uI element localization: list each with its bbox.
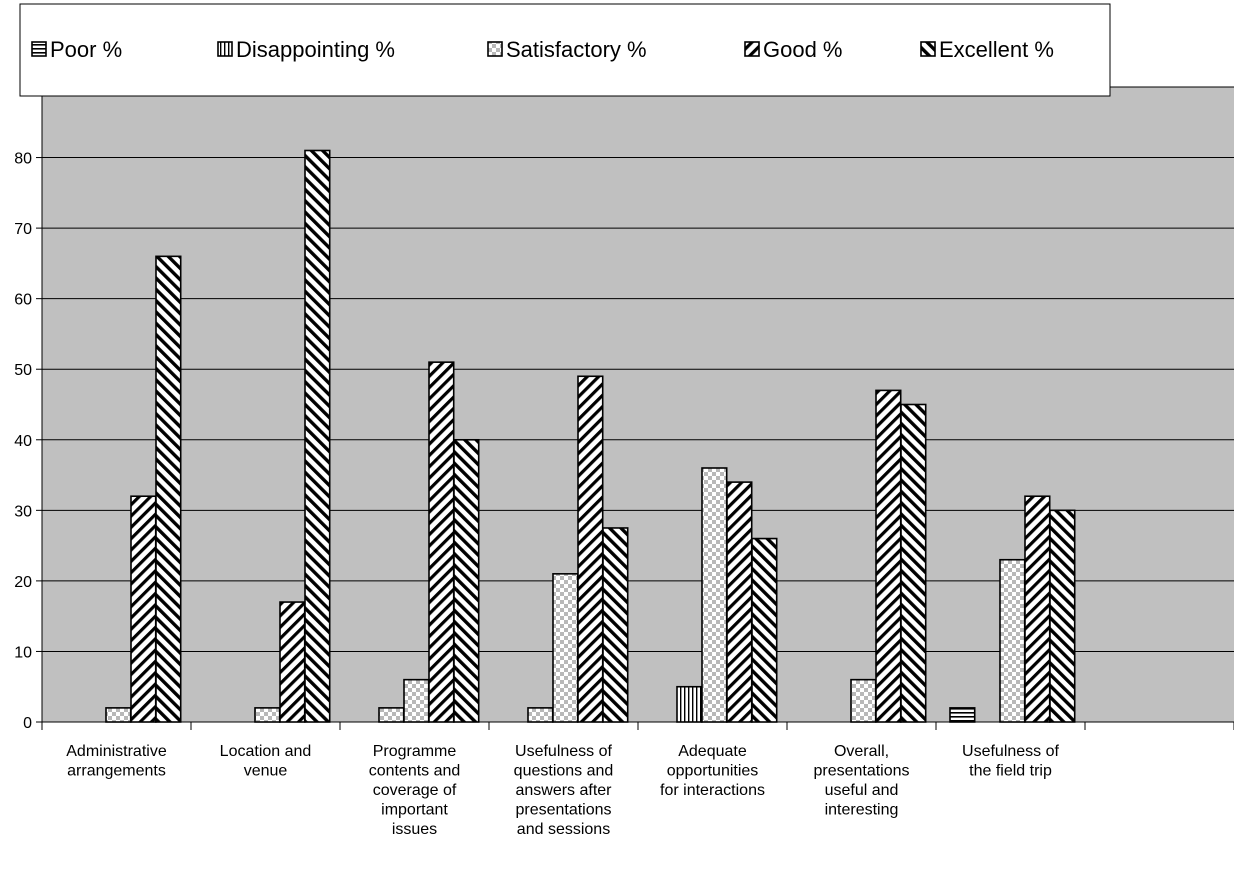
bar-satisfactory — [378, 707, 405, 723]
category-label: Administrative arrangements — [66, 743, 167, 780]
bar-satisfactory — [527, 707, 554, 723]
bar-satisfactory — [552, 573, 579, 723]
bar-good — [1024, 495, 1051, 723]
bar-good — [428, 361, 455, 723]
y-tick-label: 0 — [23, 715, 32, 732]
category-label: Usefulness of the field trip — [962, 743, 1059, 780]
bar-excellent — [304, 149, 331, 723]
legend-swatch — [217, 41, 233, 57]
axis-labels: 010203040506070809Administrativearrangem… — [14, 80, 1059, 838]
category-label: Location and venue — [220, 743, 312, 780]
legend-label: Poor % — [50, 37, 122, 62]
bar-excellent — [900, 403, 927, 723]
bar-satisfactory — [999, 558, 1026, 723]
bar-excellent — [453, 438, 480, 723]
bar-satisfactory — [403, 678, 430, 723]
bar-good — [726, 481, 753, 723]
y-tick-label: 10 — [14, 644, 32, 661]
legend-label: Disappointing % — [236, 37, 395, 62]
bar-excellent — [602, 527, 629, 723]
legend-swatch — [487, 41, 503, 57]
bar-satisfactory — [701, 467, 728, 723]
legend-swatch — [920, 41, 936, 57]
y-tick-label: 80 — [14, 151, 32, 168]
category-label: Overall, presentations useful and interesti… — [813, 743, 909, 819]
category-label: Programme contents and coverage of importan… — [369, 743, 461, 838]
y-tick-label: 20 — [14, 574, 32, 591]
legend-label: Excellent % — [939, 37, 1054, 62]
bar-excellent — [1049, 509, 1076, 723]
y-tick-label: 60 — [14, 292, 32, 309]
bar-excellent — [751, 537, 778, 723]
bar-good — [130, 495, 157, 723]
legend: Poor % Disappointing % Satisfactory % Good … — [19, 3, 1111, 97]
y-tick-label: 70 — [14, 221, 32, 238]
bars — [105, 149, 1076, 723]
bar-disappointing — [676, 685, 703, 723]
bar-good — [577, 375, 604, 723]
y-tick-label: 50 — [14, 362, 32, 379]
bar-good — [279, 601, 306, 723]
bar-good — [875, 389, 902, 723]
legend-label: Satisfactory % — [506, 37, 647, 62]
y-tick-label: 40 — [14, 433, 32, 450]
bar-excellent — [155, 255, 182, 723]
category-label: Usefulness of questions and answers after p… — [514, 743, 614, 838]
bar-satisfactory — [254, 707, 281, 723]
legend-swatch — [31, 41, 47, 57]
category-label: Adequate opportunities for interactions — [660, 743, 765, 799]
bar-satisfactory — [850, 678, 877, 723]
legend-label: Good % — [763, 37, 843, 62]
bar-satisfactory — [105, 707, 132, 723]
bar-poor — [949, 707, 976, 723]
legend-swatch — [744, 41, 760, 57]
y-tick-label: 30 — [14, 503, 32, 520]
